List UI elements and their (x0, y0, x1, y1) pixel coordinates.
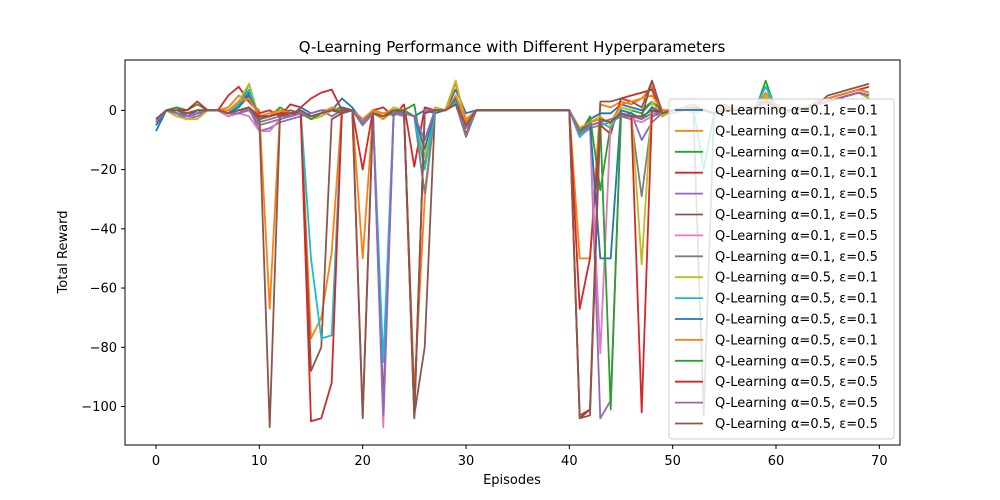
y-axis-label: Total Reward (56, 211, 71, 295)
legend-label: Q-Learning α=0.5, ε=0.5 (715, 354, 878, 369)
legend-label: Q-Learning α=0.5, ε=0.1 (715, 313, 878, 328)
legend-label: Q-Learning α=0.5, ε=0.5 (715, 396, 878, 411)
legend-label: Q-Learning α=0.5, ε=0.1 (715, 292, 878, 307)
x-tick-label: 50 (664, 454, 681, 469)
x-tick-label: 70 (871, 454, 888, 469)
y-tick-label: −40 (90, 222, 117, 237)
legend-box (668, 98, 895, 440)
x-tick-label: 20 (354, 454, 371, 469)
y-tick-label: −100 (81, 400, 117, 415)
legend-label: Q-Learning α=0.1, ε=0.1 (715, 104, 878, 119)
x-axis-label: Episodes (483, 473, 541, 488)
x-axis: 0 10 20 30 40 50 60 70 (152, 445, 888, 469)
legend-label: Q-Learning α=0.1, ε=0.1 (715, 124, 878, 139)
legend-label: Q-Learning α=0.1, ε=0.1 (715, 145, 878, 160)
x-tick-label: 40 (561, 454, 578, 469)
legend-label: Q-Learning α=0.1, ε=0.5 (715, 187, 878, 202)
legend-label: Q-Learning α=0.5, ε=0.1 (715, 333, 878, 348)
x-tick-label: 30 (458, 454, 475, 469)
legend-label: Q-Learning α=0.1, ε=0.5 (715, 208, 878, 223)
y-tick-label: 0 (109, 104, 117, 119)
y-axis: 0 −20 −40 −60 −80 −100 (81, 104, 125, 415)
legend-label: Q-Learning α=0.5, ε=0.5 (715, 375, 878, 390)
chart-title: Q-Learning Performance with Different Hy… (299, 38, 726, 56)
legend-label: Q-Learning α=0.5, ε=0.5 (715, 417, 878, 432)
y-tick-label: −60 (90, 282, 117, 297)
plot-area-frame (124, 59, 901, 446)
x-tick-label: 0 (152, 454, 160, 469)
x-tick-label: 60 (768, 454, 785, 469)
legend-label: Q-Learning α=0.1, ε=0.5 (715, 229, 878, 244)
legend: Q-Learning α=0.1, ε=0.1 Q-Learning α=0.1,… (668, 98, 895, 440)
legend-label: Q-Learning α=0.1, ε=0.5 (715, 250, 878, 265)
x-tick-label: 10 (251, 454, 268, 469)
y-tick-label: −20 (90, 163, 117, 178)
legend-label: Q-Learning α=0.1, ε=0.1 (715, 166, 878, 181)
y-tick-label: −80 (90, 341, 117, 356)
legend-label: Q-Learning α=0.5, ε=0.1 (715, 271, 878, 286)
